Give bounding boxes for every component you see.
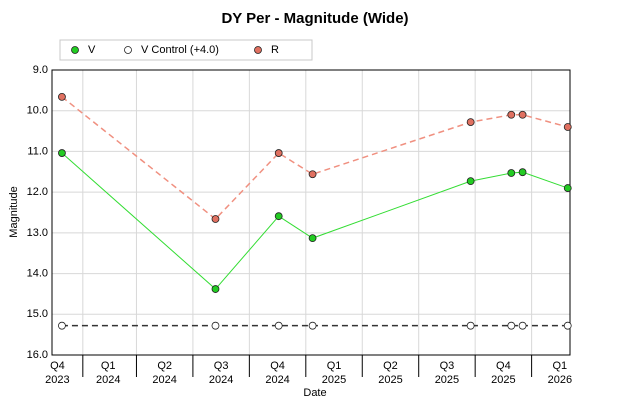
data-point xyxy=(58,149,66,157)
x-tick-label: Q3 2025 xyxy=(435,360,459,386)
y-tick-label: 11.0 xyxy=(27,145,48,157)
data-point xyxy=(507,110,516,119)
x-tick-label: Q4 2023 xyxy=(45,360,69,386)
data-point xyxy=(518,168,527,177)
data-point xyxy=(518,321,527,330)
data-point xyxy=(274,212,283,221)
x-tick-label: Q1 2025 xyxy=(322,360,346,386)
plot-frame xyxy=(51,69,571,356)
y-tick-label: 9.0 xyxy=(33,64,48,76)
data-point xyxy=(563,184,572,192)
data-point xyxy=(507,321,516,330)
y-tick-label: 16.0 xyxy=(27,349,48,361)
legend-marker xyxy=(254,46,262,54)
legend-label: V Control (+4.0) xyxy=(141,44,219,56)
data-point xyxy=(466,177,475,186)
data-point xyxy=(274,149,283,157)
x-tick-label: Q4 2024 xyxy=(265,360,289,386)
y-tick-label: 15.0 xyxy=(27,308,48,320)
data-point xyxy=(211,321,220,330)
legend-marker xyxy=(124,46,132,54)
y-tick-label: 14.0 xyxy=(27,267,48,279)
series-line xyxy=(61,96,568,221)
x-tick-label: Q4 2025 xyxy=(491,360,515,386)
data-point xyxy=(466,321,475,330)
data-point xyxy=(308,321,317,330)
y-axis-label: Magnitude xyxy=(8,186,20,237)
y-tick-label: 12.0 xyxy=(27,186,48,198)
data-point xyxy=(58,92,66,101)
x-tick-label: Q2 2025 xyxy=(378,360,402,386)
y-tick-label: 13.0 xyxy=(27,227,48,239)
data-point xyxy=(308,170,317,179)
x-tick-label: Q2 2024 xyxy=(152,360,176,386)
data-point xyxy=(563,123,572,131)
data-point xyxy=(308,234,317,243)
data-point xyxy=(507,169,516,177)
data-point xyxy=(518,110,527,119)
data-point xyxy=(58,321,66,330)
legend-marker xyxy=(71,46,79,54)
data-point xyxy=(274,321,283,330)
data-point xyxy=(563,321,572,330)
legend-label: R xyxy=(271,44,279,56)
data-point xyxy=(211,215,220,223)
legend-label: V xyxy=(88,44,96,56)
x-tick-label: Q3 2024 xyxy=(209,360,233,386)
x-tick-label: Q1 2026 xyxy=(548,360,572,386)
data-point xyxy=(466,118,475,127)
x-axis-label: Date xyxy=(303,387,326,399)
y-tick-label: 10.0 xyxy=(27,105,48,117)
x-tick-label: Q1 2024 xyxy=(96,360,120,386)
legend-box xyxy=(59,39,313,61)
data-point xyxy=(211,285,220,293)
chart-title: DY Per - Magnitude (Wide) xyxy=(221,10,408,27)
